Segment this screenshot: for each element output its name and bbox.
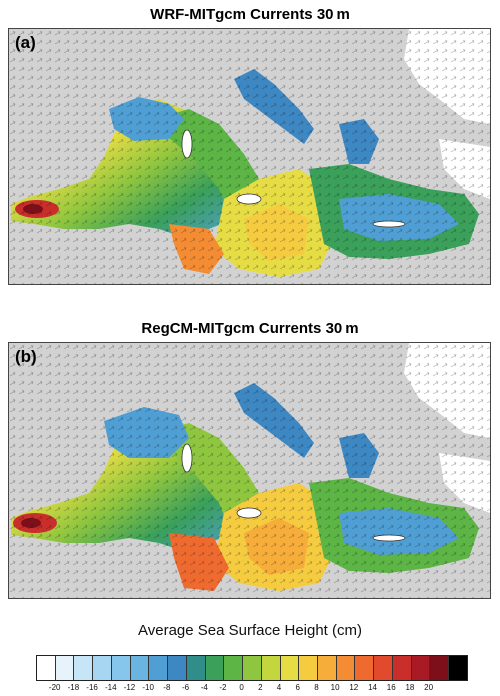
colorbar-swatch (336, 656, 356, 680)
colorbar-swatch (74, 656, 94, 680)
colorbar-tick-label: 4 (276, 683, 282, 692)
colorbar-swatch (374, 656, 393, 680)
colorbar-swatch (392, 656, 412, 680)
colorbar-tick-label: -14 (105, 683, 117, 692)
colorbar (36, 655, 468, 681)
colorbar-tick-label: 12 (349, 683, 359, 692)
colorbar-swatch (93, 656, 112, 680)
colorbar-swatch (168, 656, 187, 680)
colorbar-tick-label: 10 (330, 683, 340, 692)
colorbar-tick-label: -20 (48, 683, 61, 692)
colorbar-tick-label: -16 (86, 683, 98, 692)
colorbar-swatch (411, 656, 431, 680)
colorbar-swatch (205, 656, 225, 680)
colorbar-tick-label: -6 (182, 683, 190, 692)
colorbar-swatch (149, 656, 169, 680)
colorbar-swatch (130, 656, 150, 680)
colorbar-tick-label: -2 (219, 683, 227, 692)
panel-b-label: (b) (15, 347, 37, 366)
colorbar-tick-label: 8 (314, 683, 319, 692)
colorbar-tick-label: 18 (405, 683, 415, 692)
colorbar-swatch (111, 656, 131, 680)
colorbar-tick-label: 16 (386, 683, 396, 692)
colorbar-swatch (224, 656, 244, 680)
map-panel-b: (b) (8, 342, 491, 599)
colorbar-tick-label: 6 (295, 683, 300, 692)
panel-a-title: WRF-MITgcm Currents 30 m (150, 6, 350, 23)
sea-surface-height-map-b (9, 343, 490, 598)
sea-surface-height-map-a (9, 29, 490, 284)
colorbar-swatch (261, 656, 281, 680)
colorbar-tick-label: -4 (200, 683, 208, 692)
colorbar-tick-label: 2 (258, 683, 263, 692)
colorbar-tick-label: -18 (67, 683, 80, 692)
colorbar-tick-label: -10 (142, 683, 154, 692)
colorbar-swatch (37, 656, 56, 680)
colorbar-swatch (449, 656, 467, 680)
colorbar-title: Average Sea Surface Height (cm) (138, 622, 362, 639)
colorbar-swatch (318, 656, 337, 680)
panel-b-title: RegCM-MITgcm Currents 30 m (141, 320, 359, 337)
colorbar-swatch (430, 656, 450, 680)
map-panel-a: (a) (8, 28, 491, 285)
colorbar-swatch (186, 656, 206, 680)
panel-a-label: (a) (15, 33, 36, 52)
colorbar-swatch (280, 656, 300, 680)
colorbar-tick-label: 14 (368, 683, 377, 692)
colorbar-tick-label: -8 (163, 683, 171, 692)
colorbar-tick-label: 0 (239, 683, 244, 692)
colorbar-swatch (55, 656, 75, 680)
colorbar-tick-label: -12 (123, 683, 136, 692)
colorbar-swatch (355, 656, 375, 680)
colorbar-swatch (243, 656, 262, 680)
colorbar-tick-label: 20 (424, 683, 434, 692)
colorbar-swatch (299, 656, 319, 680)
